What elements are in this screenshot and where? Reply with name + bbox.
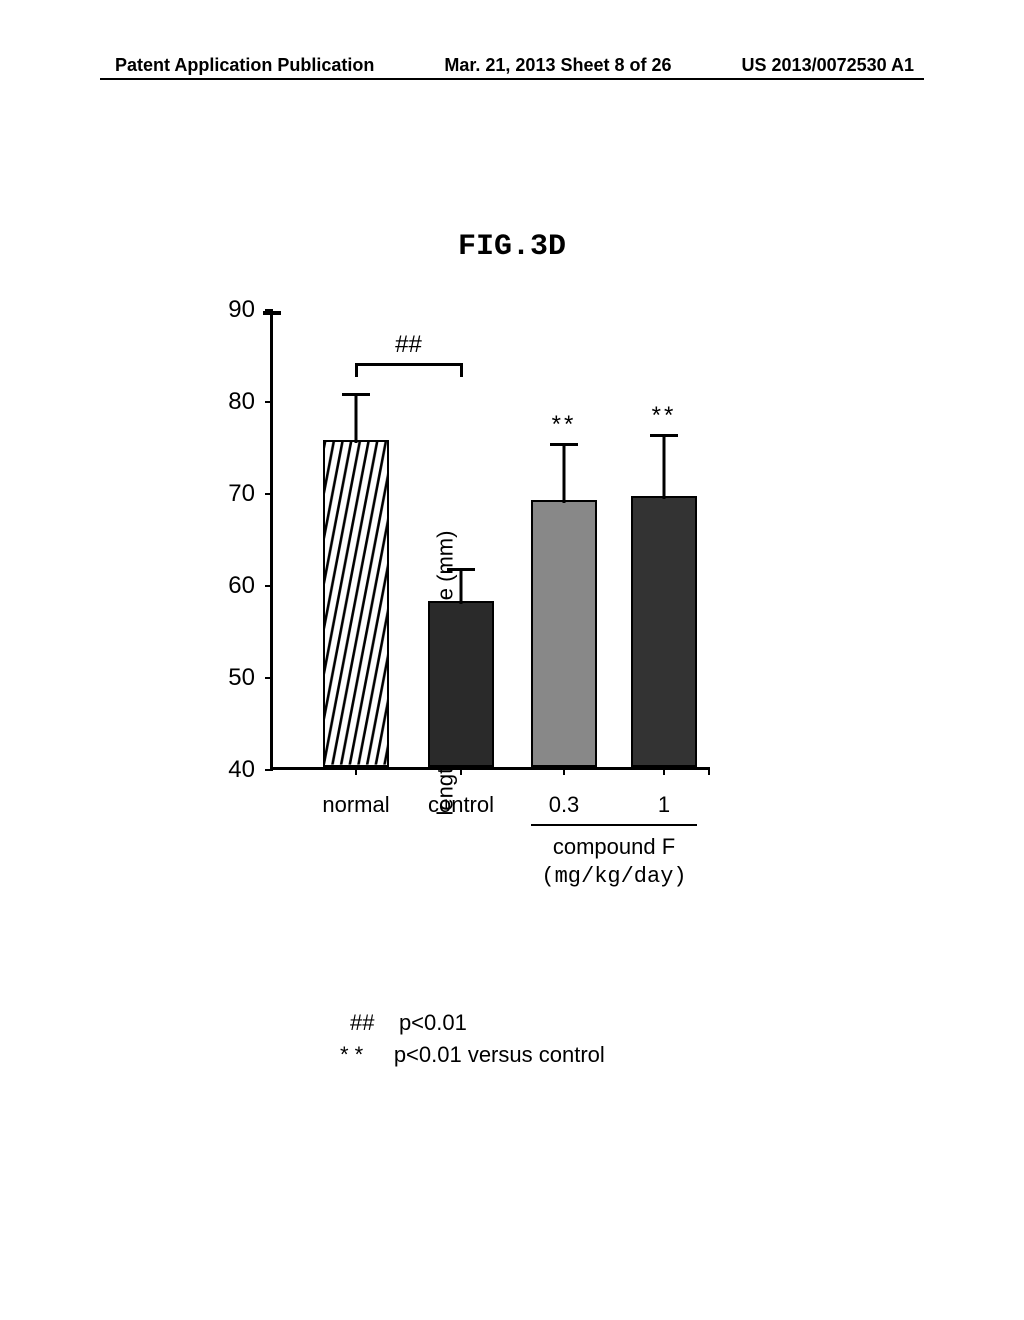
- legend-text-1: p<0.01: [399, 1010, 467, 1035]
- xtick-mark: [708, 767, 710, 775]
- x-category-label: 0.3: [549, 792, 580, 818]
- bar-chart: length of large intestine (mm) 405060708…: [180, 310, 720, 780]
- header-right: US 2013/0072530 A1: [742, 55, 914, 76]
- bracket-leg: [460, 363, 463, 377]
- x-category-label: 1: [658, 792, 670, 818]
- bracket-leg: [355, 363, 358, 377]
- ytick-mark: [265, 309, 273, 311]
- header-divider: [100, 78, 924, 80]
- significance-star: **: [652, 402, 677, 430]
- error-cap: [550, 443, 578, 446]
- ytick-mark: [265, 677, 273, 679]
- compound-unit: (mg/kg/day): [541, 864, 686, 889]
- xtick-mark: [355, 767, 357, 775]
- error-bar: [563, 443, 566, 503]
- bar-1: [631, 496, 697, 767]
- legend-symbol-star: * *: [340, 1042, 363, 1067]
- legend-row-1: ## p<0.01: [350, 1010, 467, 1036]
- bar-normal: [323, 440, 389, 767]
- error-cap: [342, 393, 370, 396]
- ytick-mark: [265, 401, 273, 403]
- page-header: Patent Application Publication Mar. 21, …: [0, 55, 1024, 76]
- error-cap: [447, 568, 475, 571]
- figure-title: FIG.3D: [0, 230, 1024, 264]
- legend-text-2: p<0.01 versus control: [394, 1042, 605, 1067]
- legend-symbol-hash: ##: [350, 1010, 374, 1035]
- significance-bracket: [356, 363, 461, 366]
- xtick-mark: [460, 767, 462, 775]
- compound-label: compound F: [553, 834, 675, 860]
- xtick-mark: [563, 767, 565, 775]
- ytick-mark: [265, 769, 273, 771]
- x-category-label: normal: [322, 792, 389, 818]
- plot-area: 405060708090 normalcontrol**0.3**1##comp…: [270, 310, 710, 770]
- error-bar: [663, 434, 666, 498]
- header-left: Patent Application Publication: [115, 55, 374, 76]
- error-bar: [355, 393, 358, 444]
- compound-underline: [531, 824, 697, 826]
- bar-control: [428, 601, 494, 767]
- bracket-label: ##: [395, 331, 422, 359]
- xtick-mark: [663, 767, 665, 775]
- header-center: Mar. 21, 2013 Sheet 8 of 26: [444, 55, 671, 76]
- ytick-mark: [265, 585, 273, 587]
- x-category-label: control: [428, 792, 494, 818]
- legend-row-2: * * p<0.01 versus control: [340, 1042, 605, 1068]
- error-bar: [460, 568, 463, 605]
- significance-star: **: [552, 411, 577, 439]
- ytick-mark: [265, 493, 273, 495]
- bar-0.3: [531, 500, 597, 767]
- error-cap: [650, 434, 678, 437]
